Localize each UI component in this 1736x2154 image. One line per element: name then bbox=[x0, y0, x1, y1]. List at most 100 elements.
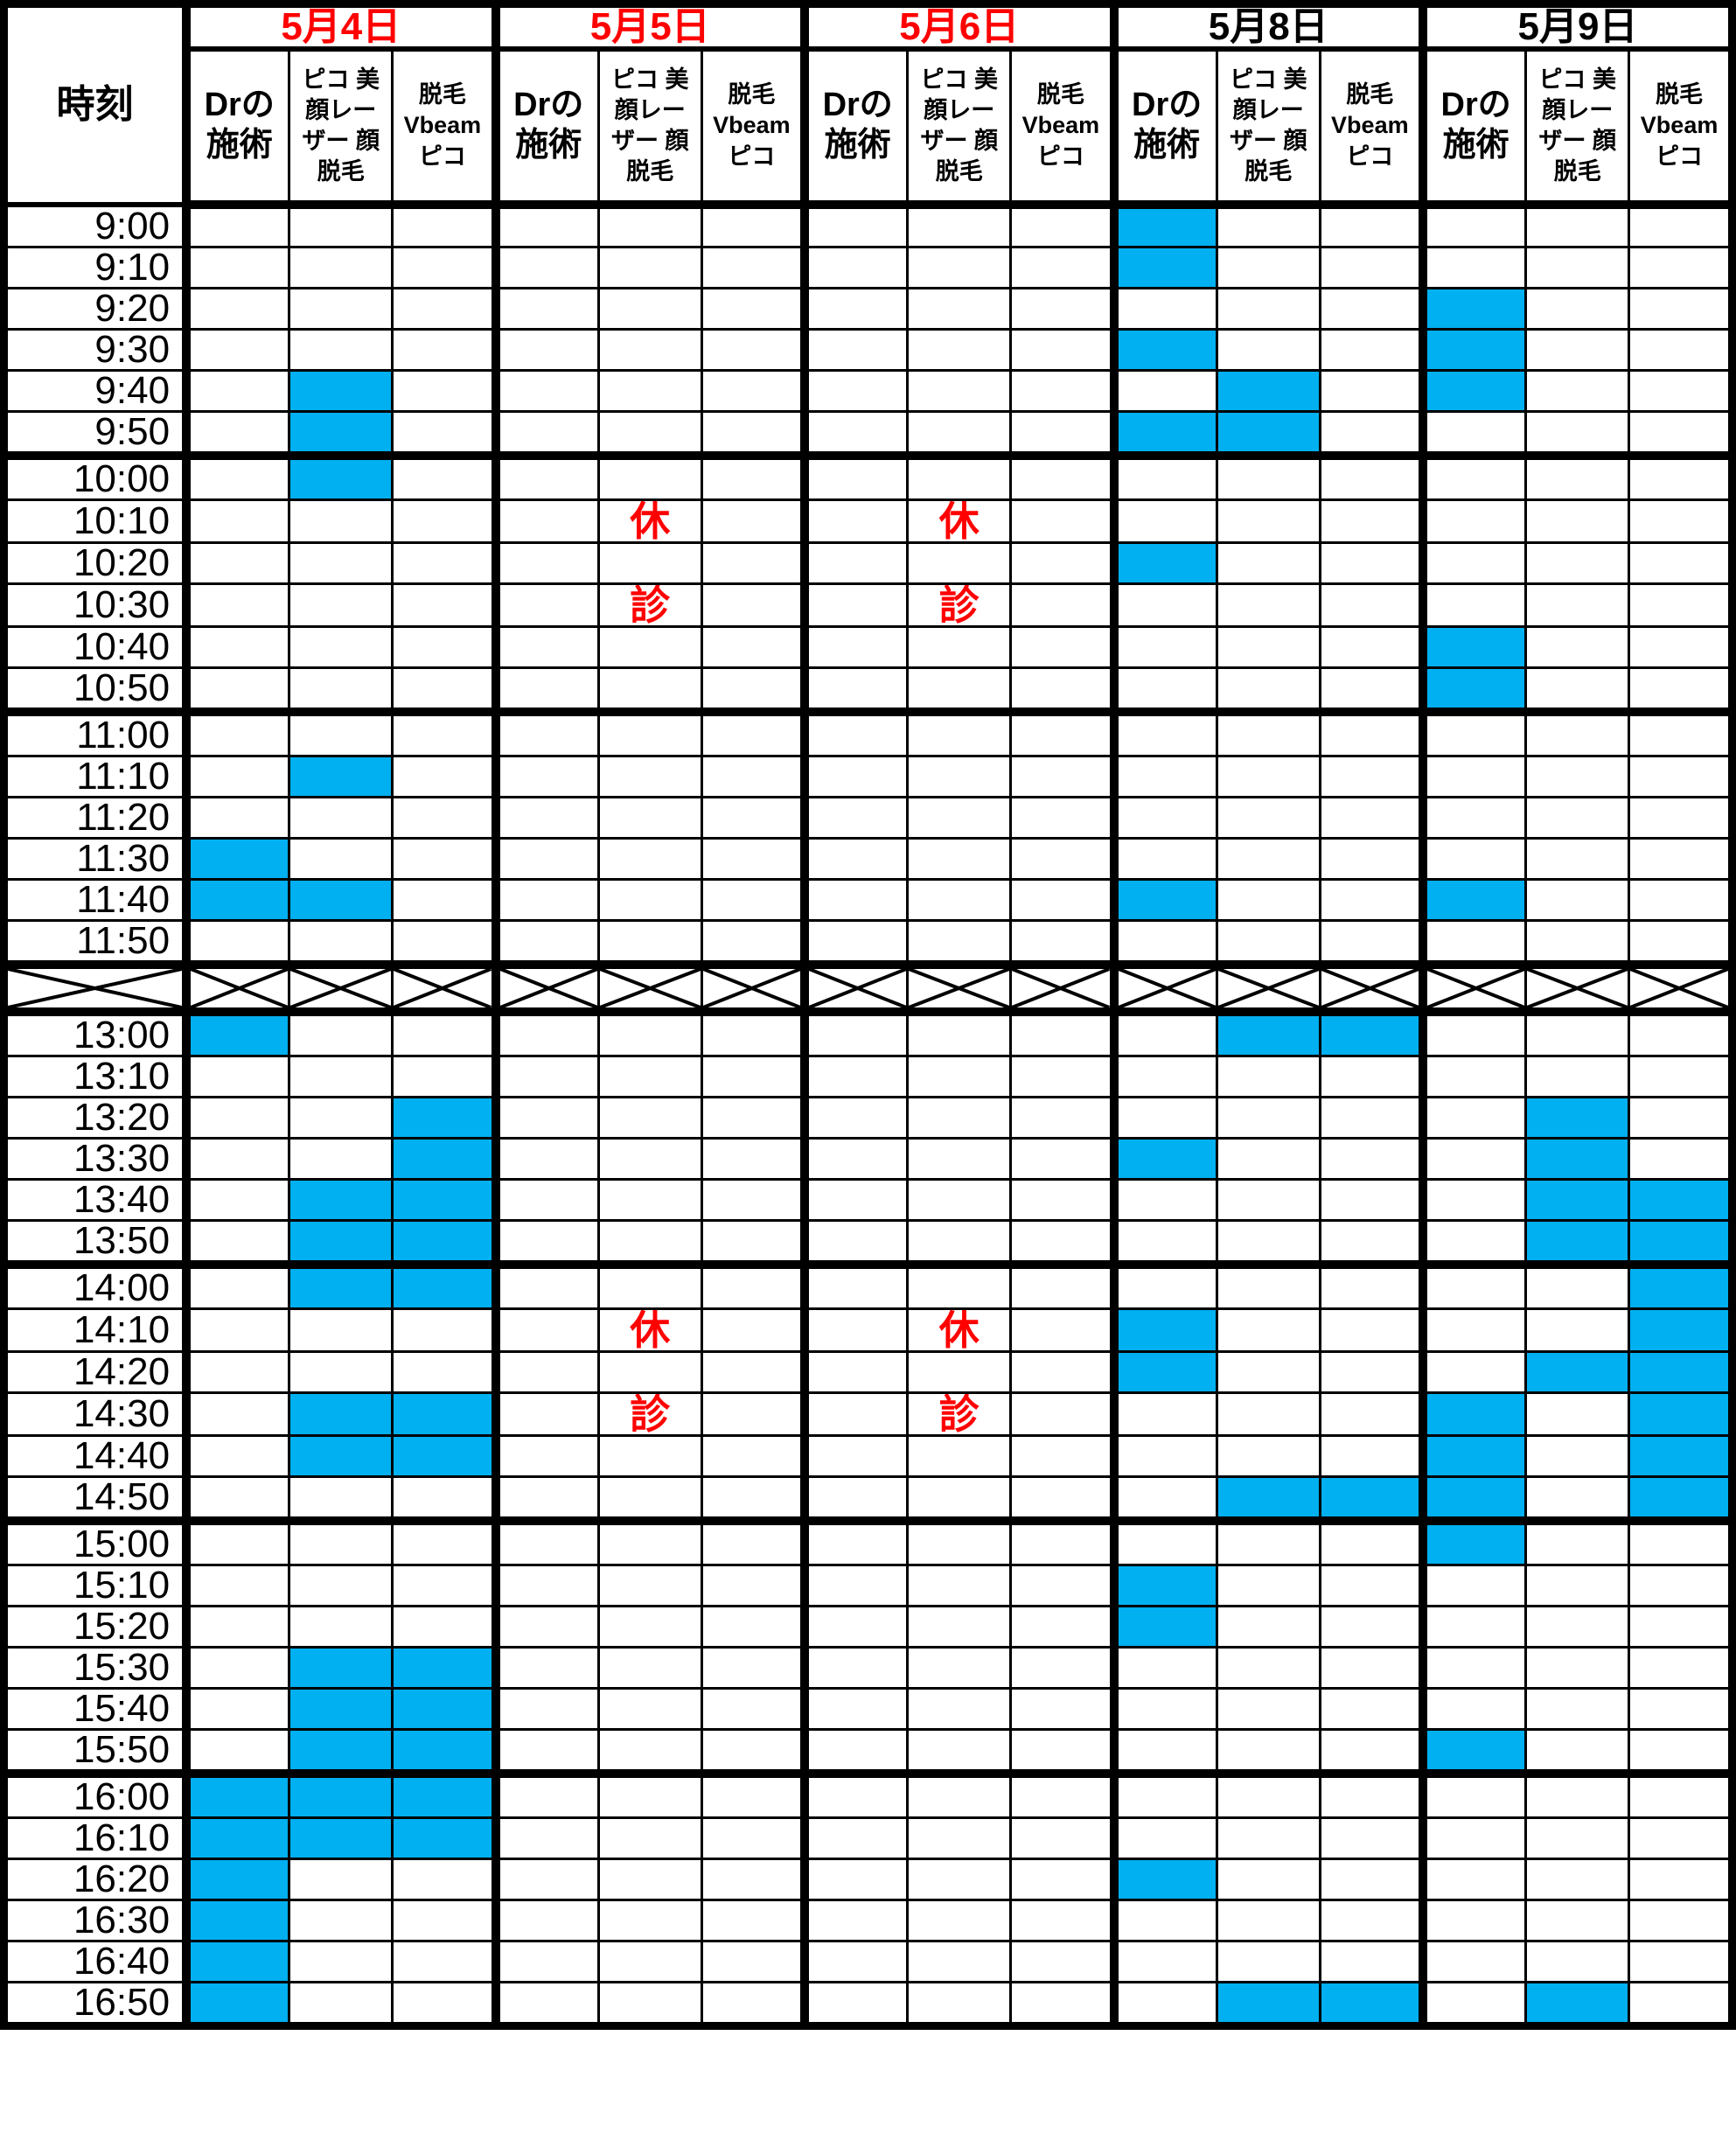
empty-slot bbox=[1318, 1516, 1425, 1566]
empty-slot bbox=[1009, 410, 1115, 457]
booked-slot bbox=[288, 1687, 394, 1731]
empty-slot bbox=[1524, 878, 1631, 922]
empty-slot bbox=[288, 708, 394, 757]
empty-slot bbox=[1418, 919, 1528, 966]
empty-slot bbox=[906, 1728, 1013, 1775]
schedule-row: 13:40 bbox=[3, 1178, 1733, 1222]
empty-slot bbox=[288, 1055, 394, 1098]
empty-slot bbox=[288, 625, 394, 669]
empty-slot bbox=[1318, 1137, 1425, 1181]
subheader-pico-laser-column: ピコ 美顔レーザー 顔脱毛 bbox=[1524, 47, 1631, 209]
break-cell bbox=[700, 960, 806, 1016]
empty-slot bbox=[700, 1564, 806, 1607]
empty-slot bbox=[1418, 1981, 1528, 2027]
empty-slot bbox=[1524, 1475, 1631, 1523]
empty-slot bbox=[1418, 1055, 1528, 1098]
empty-slot bbox=[596, 287, 703, 331]
empty-slot bbox=[800, 837, 910, 881]
booked-slot bbox=[1109, 328, 1218, 372]
empty-slot bbox=[1418, 755, 1528, 798]
empty-slot bbox=[1418, 837, 1528, 881]
empty-slot bbox=[1215, 837, 1321, 881]
booked-slot bbox=[1109, 878, 1218, 922]
time-label: 16:00 bbox=[3, 1769, 188, 1819]
empty-slot bbox=[491, 796, 600, 840]
empty-slot bbox=[906, 541, 1013, 585]
empty-slot bbox=[1215, 708, 1321, 757]
booked-slot bbox=[1109, 1564, 1218, 1607]
table-body: 9:00 9:10 9:20 9:30 9:40 9:50 10:00 10:10 休休 10:2… bbox=[3, 203, 1733, 2027]
empty-slot bbox=[1109, 1769, 1218, 1819]
empty-slot bbox=[391, 369, 498, 413]
booked-slot bbox=[1215, 410, 1321, 457]
empty-slot bbox=[1418, 1858, 1528, 1901]
subheader-pico-laser-column: ピコ 美顔レーザー 顔脱毛 bbox=[596, 47, 703, 209]
empty-slot bbox=[800, 708, 910, 757]
subheader-dr-column: Drの施術 bbox=[1109, 47, 1218, 209]
cross-icon bbox=[1119, 969, 1216, 1007]
empty-slot bbox=[1628, 1055, 1733, 1098]
empty-slot bbox=[1318, 1728, 1425, 1775]
empty-slot bbox=[1318, 1940, 1425, 1983]
empty-slot bbox=[288, 1899, 394, 1942]
empty-slot bbox=[491, 1605, 600, 1649]
empty-slot bbox=[1318, 1605, 1425, 1649]
subheader-pico-laser-column: ピコ 美顔レーザー 顔脱毛 bbox=[1215, 47, 1321, 209]
empty-slot bbox=[1524, 541, 1631, 585]
empty-slot bbox=[491, 1260, 600, 1310]
empty-slot bbox=[1418, 1646, 1528, 1690]
empty-slot bbox=[596, 369, 703, 413]
empty-slot bbox=[1109, 796, 1218, 840]
booked-slot bbox=[1215, 1475, 1321, 1523]
empty-slot bbox=[491, 451, 600, 501]
empty-slot bbox=[1318, 410, 1425, 457]
empty-slot bbox=[1524, 203, 1631, 248]
schedule-row: 10:00 bbox=[3, 451, 1733, 501]
empty-slot bbox=[1418, 246, 1528, 289]
empty-slot bbox=[491, 1858, 600, 1901]
empty-slot bbox=[1524, 1055, 1631, 1098]
booked-slot bbox=[1628, 1178, 1733, 1222]
empty-slot bbox=[1628, 1516, 1733, 1566]
empty-slot bbox=[1318, 796, 1425, 840]
empty-slot bbox=[288, 1981, 394, 2027]
schedule-row: 16:10 bbox=[3, 1816, 1733, 1860]
empty-slot bbox=[1524, 1007, 1631, 1057]
empty-slot bbox=[1009, 878, 1115, 922]
empty-slot bbox=[1318, 1096, 1425, 1140]
break-cell bbox=[800, 960, 910, 1016]
empty-slot bbox=[1628, 498, 1733, 544]
empty-slot bbox=[182, 451, 291, 501]
empty-slot bbox=[1109, 1728, 1218, 1775]
time-label: 13:30 bbox=[3, 1137, 188, 1181]
empty-slot bbox=[596, 666, 703, 714]
empty-slot bbox=[1418, 410, 1528, 457]
empty-slot bbox=[1009, 1391, 1115, 1437]
empty-slot bbox=[1418, 1769, 1528, 1819]
empty-slot bbox=[1418, 582, 1528, 628]
time-label: 16:30 bbox=[3, 1899, 188, 1942]
empty-slot bbox=[288, 582, 394, 628]
empty-slot bbox=[182, 498, 291, 544]
empty-slot bbox=[288, 666, 394, 714]
cross-icon bbox=[1427, 969, 1524, 1007]
break-cell bbox=[1318, 960, 1425, 1016]
empty-slot bbox=[596, 246, 703, 289]
schedule-row: 9:10 bbox=[3, 246, 1733, 289]
schedule-row: 16:20 bbox=[3, 1858, 1733, 1901]
empty-slot bbox=[391, 708, 498, 757]
empty-slot bbox=[1628, 1096, 1733, 1140]
time-label: 13:40 bbox=[3, 1178, 188, 1222]
empty-slot bbox=[1318, 919, 1425, 966]
empty-slot bbox=[288, 1858, 394, 1901]
empty-slot bbox=[1215, 203, 1321, 248]
empty-slot bbox=[491, 203, 600, 248]
empty-slot bbox=[1318, 1564, 1425, 1607]
booked-slot bbox=[1628, 1307, 1733, 1353]
booked-slot bbox=[391, 1178, 498, 1222]
booked-slot bbox=[288, 369, 394, 413]
break-cell bbox=[1628, 960, 1733, 1016]
empty-slot bbox=[182, 1307, 291, 1353]
empty-slot bbox=[1009, 369, 1115, 413]
empty-slot bbox=[391, 666, 498, 714]
